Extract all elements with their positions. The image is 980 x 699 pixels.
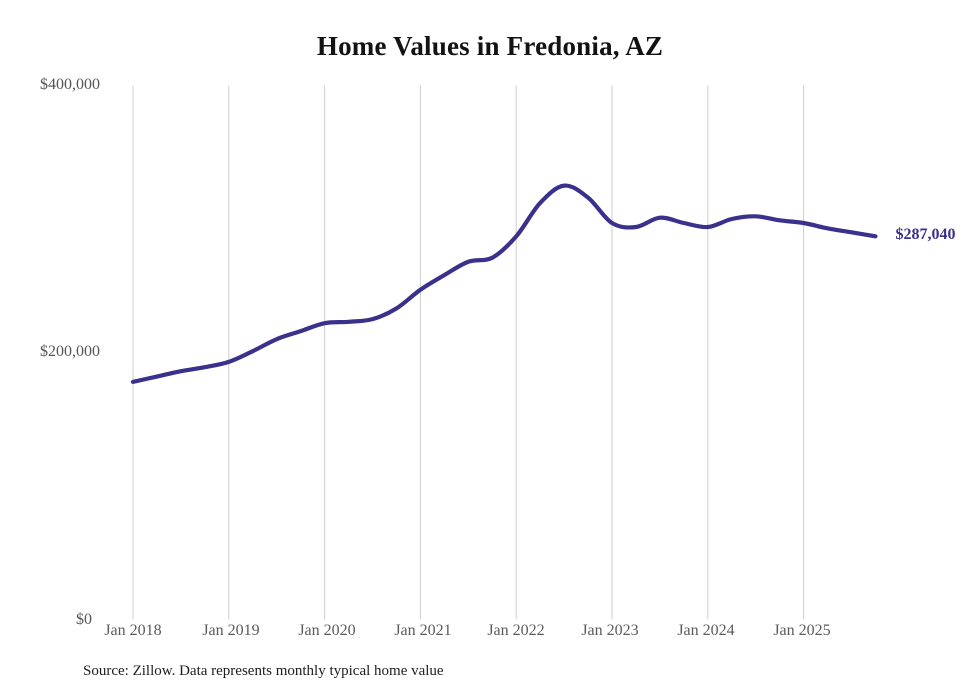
y-axis-tick-label-0: $0 [76,611,92,628]
x-axis-tick-label-jan-2023: Jan 2023 [581,622,639,639]
y-axis-tick-label-200000: $200,000 [40,343,100,360]
x-axis-tick-label-jan-2022: Jan 2022 [487,622,545,639]
x-axis-tick-label-jan-2025: Jan 2025 [773,622,831,639]
chart-title: Home Values in Fredonia, AZ [316,31,664,61]
source-note: Source: Zillow. Data represents monthly … [83,663,444,679]
x-axis-tick-label-jan-2021: Jan 2021 [394,622,452,639]
x-axis-tick-label-jan-2024: Jan 2024 [677,622,735,639]
gridlines [132,85,805,620]
x-axis-tick-label-jan-2020: Jan 2020 [298,622,356,639]
data-line-series-typical-home-value [130,183,878,384]
end-value-label: $287,040 [895,226,956,244]
x-axis-tick-label-jan-2019: Jan 2019 [202,622,260,639]
x-axis-tick-label-jan-2018: Jan 2018 [104,622,162,639]
y-axis-tick-label-400000: $400,000 [40,76,100,93]
